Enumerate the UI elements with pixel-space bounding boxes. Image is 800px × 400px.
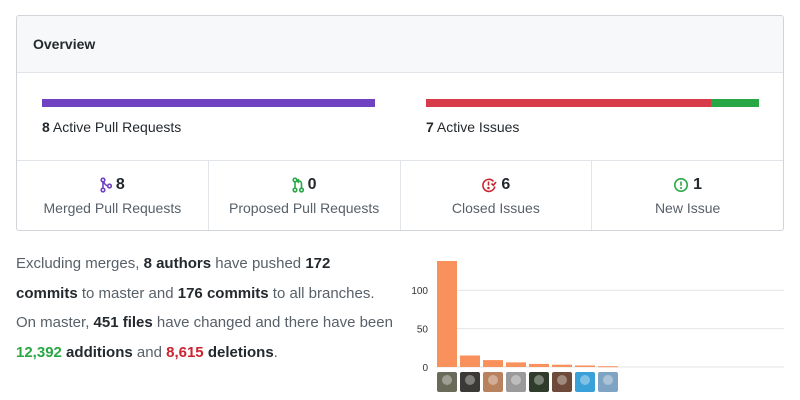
author-avatar[interactable]	[506, 372, 526, 392]
y-tick-label: 0	[422, 363, 428, 374]
closed-issues-stat[interactable]: 6 Closed Issues	[401, 161, 593, 230]
author-avatar[interactable]	[529, 372, 549, 392]
commit-bar[interactable]	[552, 364, 572, 367]
commits-by-author-chart: 0 50 100	[411, 261, 784, 374]
closed-issues-label: Closed Issues	[451, 200, 540, 216]
git-merge-icon	[100, 177, 112, 193]
git-pull-request-icon	[292, 177, 304, 193]
stats-row: 8 Merged Pull Requests 0 Proposed Pull R…	[17, 161, 783, 230]
overview-title: Overview	[33, 36, 96, 52]
active-pull-requests-count: 8	[42, 119, 50, 135]
additions-count: 12,392	[16, 343, 62, 361]
summary-text: and	[132, 343, 167, 361]
summary-text: .	[273, 343, 278, 361]
new-issue-count: 1	[693, 176, 703, 193]
summary-text: Excluding merges,	[16, 255, 144, 272]
proposed-pull-requests-stat[interactable]: 0 Proposed Pull Requests	[209, 161, 401, 230]
issues-bar-segment	[711, 99, 759, 107]
summary-text: to master and	[77, 284, 178, 302]
commit-summary: Excluding merges, 8 authors have pushed …	[16, 249, 396, 367]
author-avatar[interactable]	[483, 372, 503, 392]
proposed-pull-requests-count: 0	[307, 176, 317, 193]
commit-bar[interactable]	[483, 360, 503, 367]
author-avatar[interactable]	[552, 372, 572, 392]
issues-bar[interactable]	[426, 99, 759, 107]
summary-text: have changed and there have been	[152, 314, 393, 331]
commit-bar[interactable]	[460, 355, 480, 367]
commit-bar[interactable]	[575, 365, 595, 367]
issues-bar-segment	[426, 99, 712, 107]
new-issue-label: New Issue	[654, 200, 721, 216]
merged-pull-requests-stat[interactable]: 8 Merged Pull Requests	[17, 161, 209, 230]
deletions-count: 8,615	[166, 343, 204, 361]
pull-requests-bar-segment	[42, 99, 375, 107]
issue-closed-icon	[481, 177, 498, 193]
proposed-pull-requests-label: Proposed Pull Requests	[229, 200, 380, 216]
files-changed-count: 451 files	[93, 314, 153, 331]
summary-text: to all branches. On master,	[16, 284, 375, 332]
summary-text: have pushed	[211, 255, 306, 272]
overview-panel: Overview 8 Active Pull Requests 7 Active…	[16, 15, 784, 231]
active-issues-link[interactable]: 7 Active Issues	[426, 119, 519, 135]
y-tick-label: 100	[411, 286, 428, 297]
commit-bar[interactable]	[506, 362, 526, 367]
author-avatar[interactable]	[437, 372, 457, 392]
y-tick-label: 50	[417, 325, 429, 336]
author-avatar[interactable]	[460, 372, 480, 392]
commit-bar[interactable]	[529, 363, 549, 367]
author-avatar[interactable]	[575, 372, 595, 392]
deletions-label: deletions	[203, 343, 274, 361]
author-avatars	[437, 372, 618, 392]
overview-header: Overview	[17, 16, 783, 73]
pull-requests-bar[interactable]	[42, 99, 375, 107]
commits-master-count: 172 commits	[16, 255, 331, 302]
authors-link[interactable]: 8 authors	[143, 255, 212, 272]
commit-bar[interactable]	[437, 261, 457, 367]
active-pull-requests-label: Active Pull Requests	[49, 119, 182, 135]
activity-bars: 8 Active Pull Requests 7 Active Issues	[17, 73, 783, 161]
active-issues-count: 7	[426, 119, 434, 135]
merged-pull-requests-label: Merged Pull Requests	[43, 200, 182, 216]
active-pull-requests-link[interactable]: 8 Active Pull Requests	[42, 119, 181, 135]
closed-issues-count: 6	[501, 176, 511, 193]
commits-all-count: 176 commits	[177, 284, 269, 302]
additions-label: additions	[61, 343, 133, 361]
active-issues-label: Active Issues	[433, 119, 520, 135]
new-issue-stat[interactable]: 1 New Issue	[592, 161, 783, 230]
commit-bar[interactable]	[598, 366, 618, 368]
author-avatar[interactable]	[598, 372, 618, 392]
issue-opened-icon	[673, 177, 689, 193]
merged-pull-requests-count: 8	[115, 176, 125, 193]
